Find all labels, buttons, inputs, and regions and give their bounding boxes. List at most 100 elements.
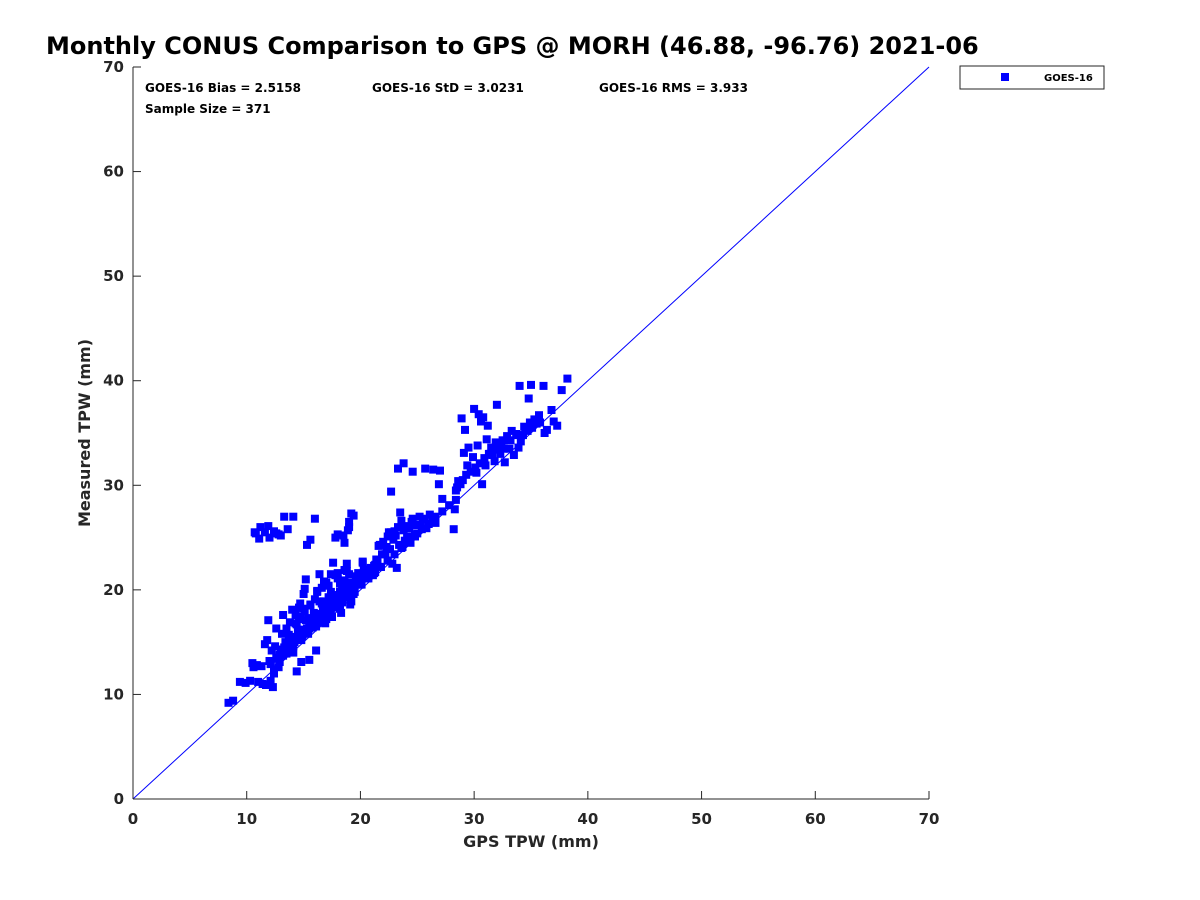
data-point [313,618,322,627]
data-point [372,555,381,564]
data-point [542,425,551,434]
data-point [488,451,497,459]
data-point [524,394,533,403]
data-point [547,406,556,414]
data-point [477,417,485,426]
data-point [404,532,413,541]
data-point [276,531,285,540]
data-point [509,451,518,459]
data-point [479,413,488,422]
data-point [345,570,354,579]
data-point [389,535,398,544]
data-point [298,631,307,640]
x-tick-label: 10 [236,810,257,828]
data-point [520,422,529,431]
data-point [295,603,303,612]
data-point [438,494,447,503]
data-point [292,667,301,676]
data-point [388,559,397,568]
data-point [390,527,399,536]
data-point [454,477,463,486]
data-point [266,660,275,669]
data-point [417,525,426,534]
data-point [491,438,500,447]
data-point [416,521,425,529]
data-point [260,640,269,649]
data-point [289,648,298,657]
data-point [306,600,315,609]
data-point [411,532,419,541]
data-point [257,662,266,671]
data-point [266,676,275,685]
data-point [394,464,402,473]
data-point [408,467,417,476]
data-point [345,523,354,532]
data-point [358,558,367,567]
data-point [405,524,414,533]
data-point [289,512,298,521]
data-point [514,443,523,452]
data-point [334,591,343,600]
data-point [436,466,444,475]
data-point [449,525,458,534]
data-point [462,470,471,479]
data-point [412,521,421,529]
data-point [339,531,348,540]
y-tick-label: 50 [103,267,124,285]
data-point [523,426,532,435]
data-point [268,683,277,692]
data-point [381,550,390,559]
data-point [272,529,281,538]
data-point [390,550,399,559]
data-point [326,587,335,596]
data-point [246,676,255,685]
data-point [275,651,284,660]
data-point [513,431,522,440]
stat-rms: GOES-16 RMS = 3.933 [599,81,748,95]
data-point [260,528,269,537]
data-point [305,624,314,633]
data-point [429,465,438,474]
data-point [224,698,233,707]
data-point [469,453,477,462]
data-point [304,614,313,623]
data-points-group [224,374,572,707]
x-axis-label: GPS TPW (mm) [463,832,599,851]
data-point [419,514,427,523]
stat-sample-size: Sample Size = 371 [145,102,271,116]
data-point [334,599,343,608]
y-tick-label: 0 [114,790,124,808]
data-point [262,681,270,689]
data-point [288,605,297,614]
chart-title: Monthly CONUS Comparison to GPS @ MORH (… [46,32,979,60]
data-point [299,604,308,613]
data-point [464,443,473,452]
x-tick-label: 40 [577,810,598,828]
data-point [295,615,303,624]
data-point [303,540,311,549]
data-point [279,611,288,619]
axes-group: 0 10 20 30 40 50 60 70 0 10 20 30 40 50 60 70 [103,58,939,828]
legend-marker [1001,73,1009,81]
data-point [387,487,396,496]
data-point [478,480,487,489]
x-tick-label: 0 [128,810,138,828]
data-point [366,564,375,573]
data-point [445,501,454,510]
data-point [299,590,308,598]
data-point [346,600,355,609]
data-point [281,638,290,647]
x-tick-label: 30 [464,810,485,828]
data-point [283,525,292,534]
data-point [329,558,338,567]
x-tick-label: 70 [919,810,940,828]
x-tick-label: 60 [805,810,826,828]
data-point [296,599,305,608]
data-point [350,579,359,588]
data-point [333,530,342,539]
data-point [505,444,514,453]
data-point [292,620,301,629]
data-point [421,464,430,473]
data-point [483,421,492,430]
data-point [356,574,365,583]
